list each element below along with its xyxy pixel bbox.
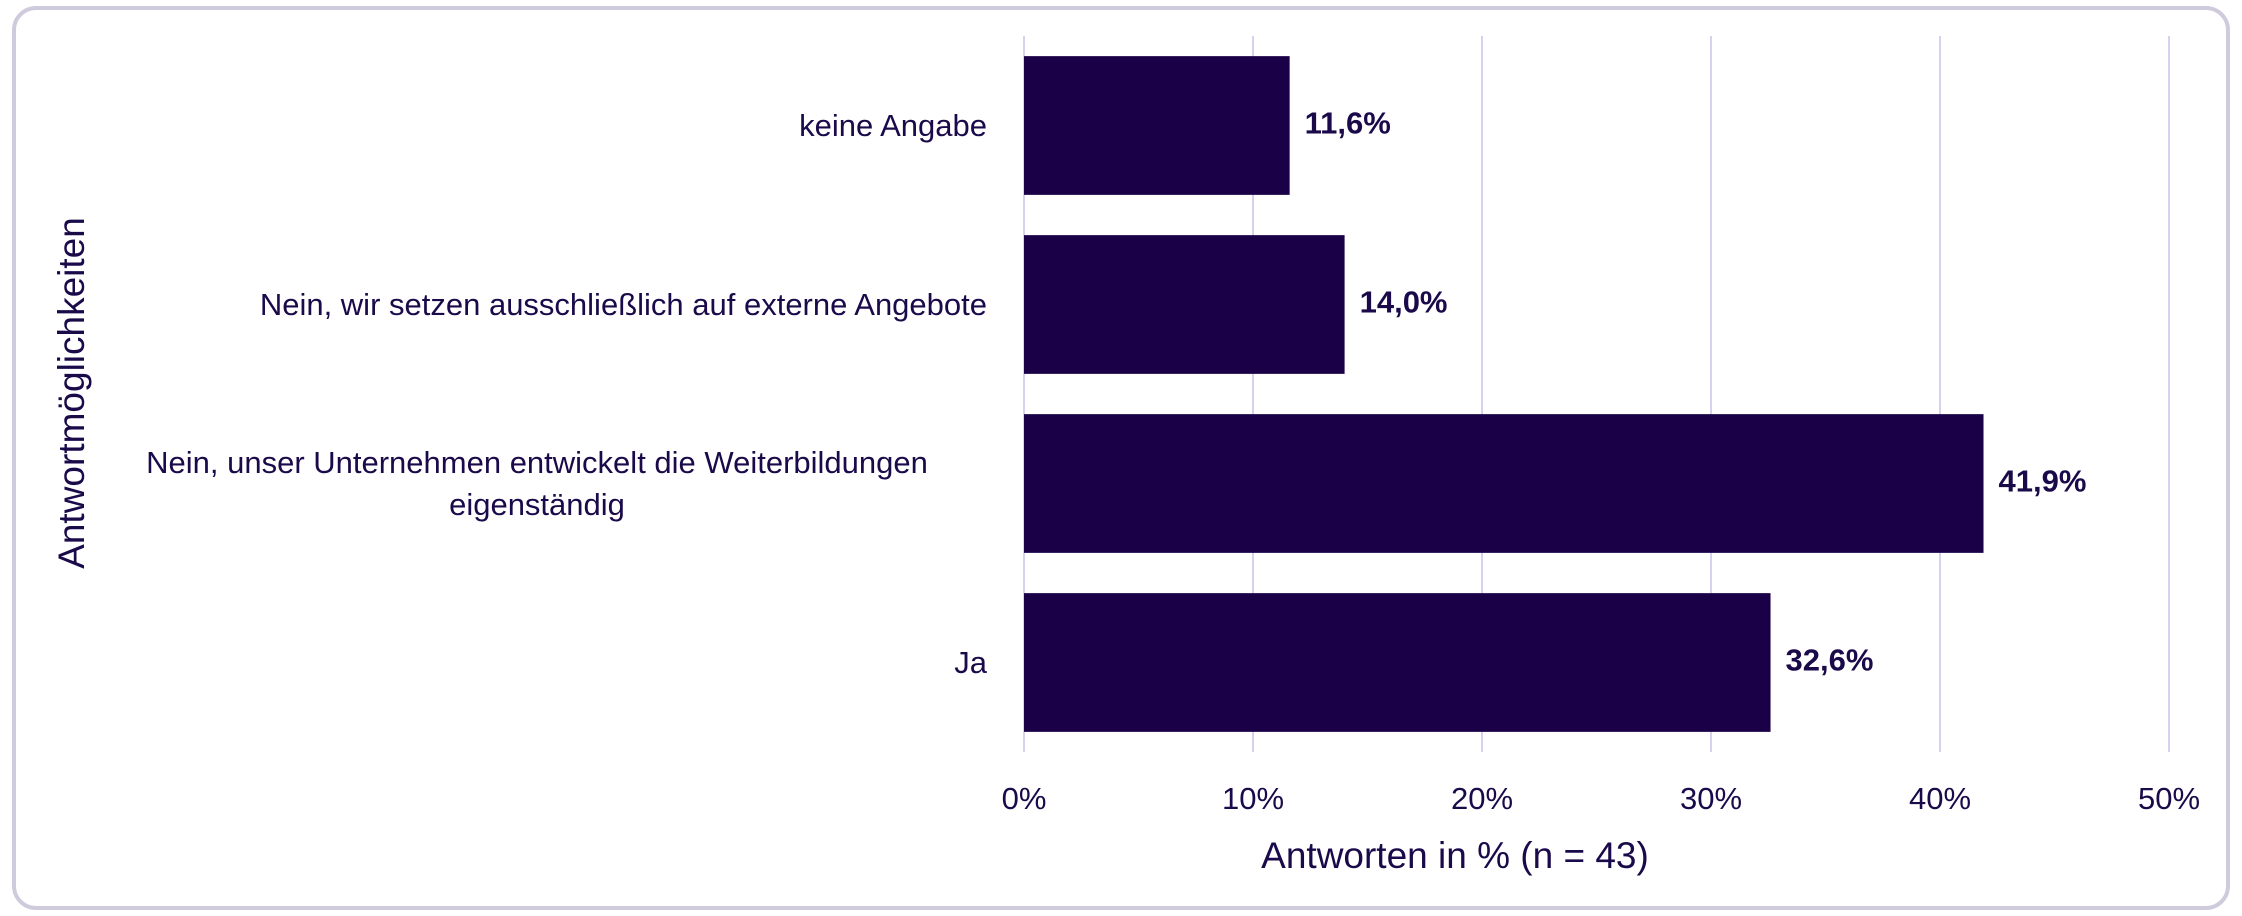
data-label: 41,9% [1999,464,2087,499]
x-tick-label: 30% [1680,781,1742,816]
y-tick-label: Ja [954,644,987,680]
y-tick-label-box: Nein, wir setzen ausschließlich auf exte… [27,284,987,326]
y-tick-label: Nein, wir setzen ausschließlich auf exte… [259,286,987,322]
data-label: 32,6% [1786,643,1874,678]
x-tick-label: 10% [1222,781,1284,816]
x-tick-label: 20% [1451,781,1513,816]
bar [1024,414,1984,553]
bar [1024,235,1345,374]
data-label: 14,0% [1360,285,1448,320]
data-label: 11,6% [1305,106,1391,141]
x-tick-label: 40% [1909,781,1971,816]
bar [1024,593,1771,732]
x-tick-label: 0% [1002,781,1047,816]
y-tick-label-box: keine Angabe [27,105,987,147]
y-tick-label-box: Ja [27,642,987,684]
bar [1024,56,1290,195]
y-axis-title: Antwortmöglichkeiten [51,217,92,569]
x-tick-label: 50% [2138,781,2200,816]
y-tick-label-box: Nein, unser Unternehmen entwickelt die W… [27,442,987,526]
y-tick-label: Nein, unser Unternehmen entwickelt die W… [146,444,928,522]
x-axis-title: Antworten in % (n = 43) [1261,835,1649,876]
y-tick-label: keine Angabe [799,107,987,143]
